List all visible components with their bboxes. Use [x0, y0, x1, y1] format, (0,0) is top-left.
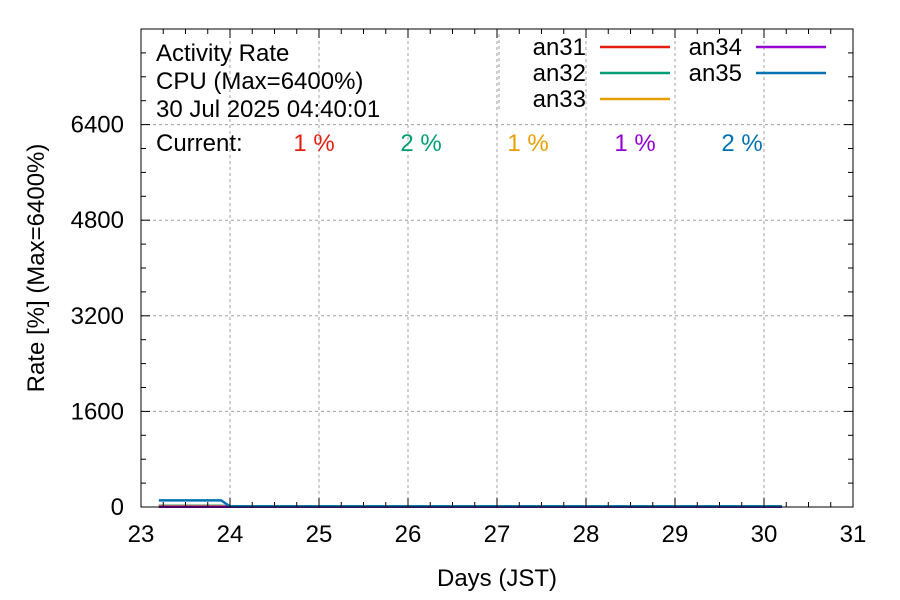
x-tick-label: 26: [395, 521, 422, 548]
x-axis-label: Days (JST): [437, 565, 557, 592]
y-axis-label: Rate [%] (Max=6400%): [23, 144, 50, 393]
y-tick-label: 6400: [71, 112, 124, 139]
legend-label-an34: an34: [689, 34, 742, 61]
x-tick-label: 30: [751, 521, 778, 548]
y-tick-label: 3200: [71, 303, 124, 330]
x-tick-label: 31: [840, 521, 867, 548]
series-line-an35: [158, 499, 782, 508]
x-tick-label: 25: [306, 521, 333, 548]
axis-layer: [140, 28, 854, 508]
y-tick-label: 4800: [71, 207, 124, 234]
x-tick-label: 24: [217, 521, 244, 548]
x-tick-label: 27: [484, 521, 511, 548]
chart-title-line: Activity Rate: [156, 40, 289, 67]
x-tick-label: 29: [662, 521, 689, 548]
current-value-an32: 2 %: [400, 130, 441, 157]
current-value-an31: 1 %: [293, 130, 334, 157]
current-value-an35: 2 %: [721, 130, 762, 157]
x-tick-label: 28: [573, 521, 600, 548]
current-value-an33: 1 %: [507, 130, 548, 157]
chart-title-line: 30 Jul 2025 04:40:01: [156, 96, 380, 123]
legend-label-an31: an31: [533, 34, 586, 61]
current-label: Current:: [156, 130, 243, 157]
x-tick-label: 23: [128, 521, 155, 548]
legend-label-an35: an35: [689, 60, 742, 87]
y-tick-label: 0: [111, 494, 124, 521]
legend-label-an32: an32: [533, 60, 586, 87]
chart-title-line: CPU (Max=6400%): [156, 68, 363, 95]
legend-label-an33: an33: [533, 86, 586, 113]
grid-layer: [141, 29, 853, 507]
text-layer: 23 24 25 26 27 28 29 30 31 0 1600 3200 4800 6400 Days …: [23, 40, 866, 592]
y-tick-label: 1600: [71, 398, 124, 425]
current-value-an34: 1 %: [614, 130, 655, 157]
